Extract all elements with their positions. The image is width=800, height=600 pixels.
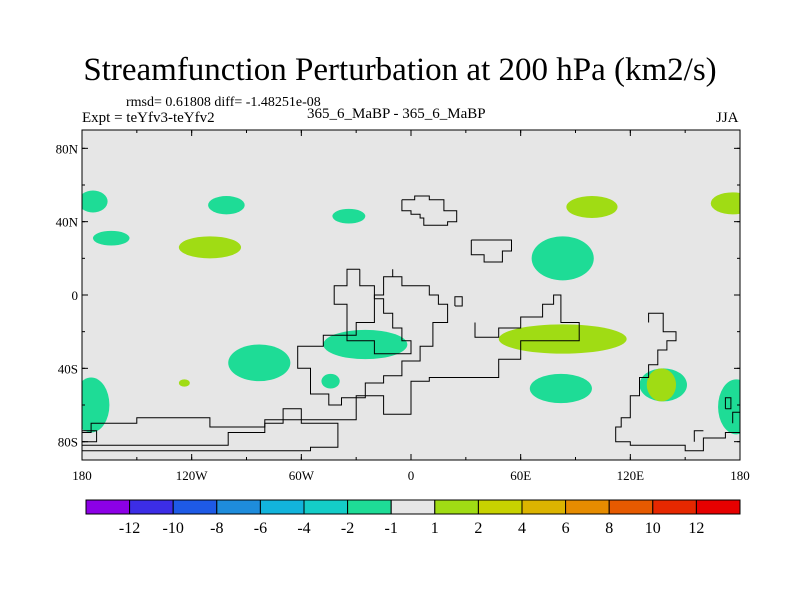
colorbar-label: -8 xyxy=(210,520,223,537)
coastline xyxy=(724,397,732,410)
colorbar-label: 2 xyxy=(474,520,482,537)
contour-region xyxy=(178,379,190,387)
contour-region xyxy=(646,368,677,402)
colorbar-swatch xyxy=(347,499,392,515)
colorbar-swatch xyxy=(608,499,654,515)
contour-region xyxy=(92,230,130,246)
colorbar-swatch xyxy=(521,499,567,515)
colorbar-swatch xyxy=(172,499,218,515)
colorbar-label: 12 xyxy=(688,520,704,537)
coastline xyxy=(470,239,512,263)
x-tick-label: 120E xyxy=(617,468,645,483)
colorbar-label: -10 xyxy=(163,520,184,537)
coastline xyxy=(732,411,740,424)
colorbar-swatch xyxy=(85,499,131,515)
colorbar-swatch xyxy=(695,499,741,515)
colorbar-swatch xyxy=(259,499,305,515)
colorbar-label: 6 xyxy=(562,520,570,537)
contour-region xyxy=(228,344,291,382)
colorbar-label: 8 xyxy=(605,520,613,537)
contour-region xyxy=(566,196,618,218)
colorbar-swatch xyxy=(303,499,349,515)
experiment-label: Expt = teYfv3-teYfv2 xyxy=(82,110,215,126)
contour-region xyxy=(82,377,110,433)
contour-region xyxy=(323,329,408,360)
colorbar-swatch xyxy=(652,499,697,515)
contour-region xyxy=(208,196,245,215)
contour-region xyxy=(332,208,366,224)
coastline xyxy=(297,269,449,406)
x-tick-label: 120W xyxy=(176,468,209,483)
y-tick-label: 80N xyxy=(56,141,79,156)
stats-line: rmsd= 0.61808 diff= -1.48251e-08 xyxy=(126,95,321,110)
coastline xyxy=(82,430,98,443)
colorbar-swatch xyxy=(477,499,523,515)
colorbar-label: -6 xyxy=(254,520,267,537)
coastline xyxy=(454,296,463,307)
contour-region xyxy=(498,324,627,354)
x-tick-label: 180 xyxy=(730,468,750,483)
contour-region xyxy=(321,373,340,389)
contour-region xyxy=(178,236,242,259)
colorbar-swatch xyxy=(216,499,261,515)
colorbar-swatch xyxy=(390,499,436,515)
plot-area xyxy=(82,190,740,452)
contour-region xyxy=(718,379,740,435)
coastline xyxy=(333,268,412,355)
coastline xyxy=(401,195,458,226)
coastline xyxy=(615,312,740,452)
y-tick-label: 80S xyxy=(58,435,78,450)
colorbar-swatch xyxy=(565,499,610,515)
contour-region xyxy=(531,236,594,281)
colorbar-swatch xyxy=(434,499,479,515)
y-tick-label: 0 xyxy=(72,288,79,303)
coastline xyxy=(82,294,580,433)
y-tick-label: 40N xyxy=(56,215,79,230)
chart-title: Streamfunction Perturbation at 200 hPa (… xyxy=(83,52,717,88)
case-label: 365_6_MaBP - 365_6_MaBP xyxy=(307,106,486,122)
colorbar-label: -1 xyxy=(385,520,398,537)
colorbar-label: -4 xyxy=(297,520,310,537)
contour-region xyxy=(82,190,108,213)
colorbar-label: -12 xyxy=(119,520,140,537)
coastline xyxy=(82,408,339,452)
colorbar-label: -2 xyxy=(341,520,354,537)
x-tick-label: 60E xyxy=(510,468,531,483)
x-tick-label: 180 xyxy=(72,468,92,483)
season-label: JJA xyxy=(716,110,739,126)
x-tick-label: 60W xyxy=(289,468,315,483)
y-tick-label: 40S xyxy=(58,361,78,376)
colorbar-label: 4 xyxy=(518,520,526,537)
contour-region xyxy=(710,192,740,215)
colorbar-label: 10 xyxy=(645,520,661,537)
x-tick-label: 0 xyxy=(408,468,415,483)
colorbar-swatch xyxy=(129,499,174,515)
contour-region xyxy=(529,373,592,404)
coastline xyxy=(693,430,704,442)
colorbar-label: 1 xyxy=(431,520,439,537)
